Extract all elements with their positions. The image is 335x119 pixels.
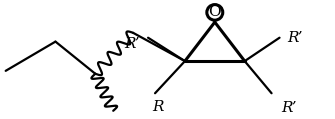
- Text: O: O: [208, 5, 221, 19]
- Text: R: R: [152, 100, 164, 114]
- Text: R’: R’: [125, 37, 140, 51]
- Text: R’: R’: [281, 101, 297, 115]
- Text: R’: R’: [287, 31, 303, 45]
